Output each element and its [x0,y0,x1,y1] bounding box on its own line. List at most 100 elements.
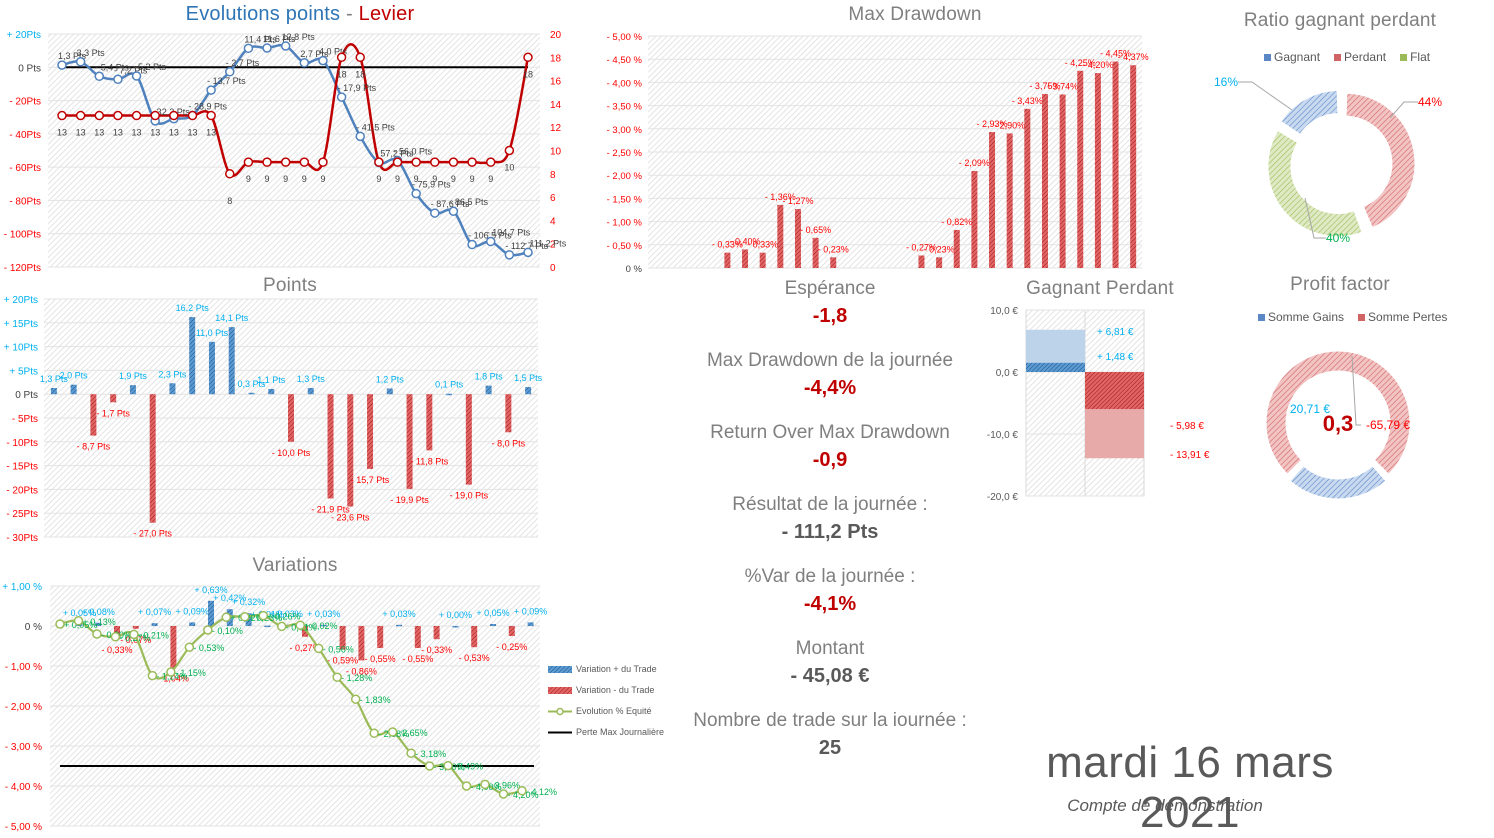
points-bar-label: - 23,6 Pts [331,513,370,523]
variation-bar-label: + 0,03% [307,609,340,619]
ratio-slice [1345,92,1416,229]
y-tick-label: + 5Pts [9,366,38,377]
max-drawdown-chart: - 5,00 % - 4,50 % - 4,00 % - 3,50 % - 3,00 %… [607,32,1149,275]
max-drawdown-title: Max Drawdown [848,4,982,25]
y-tick-label: -10,0 € [987,430,1019,441]
equity-marker [73,616,84,626]
levier-data-label: 9 [302,174,307,184]
drawdown-bar [936,257,943,268]
points-bar [149,394,156,523]
equity-data-label: + 0,02% [304,621,337,631]
equity-data-label: - 1,15% [175,668,206,678]
variation-bar [170,626,177,668]
leader-line [1351,355,1361,426]
y-tick-label: - 20Pts [6,485,38,496]
points-bar-label: 0,1 Pts [435,380,464,390]
profit-factor-value: 0,3 [1323,411,1354,436]
points-bar [465,394,472,485]
points-bar [129,385,136,395]
variation-bar-label: + 0,03% [270,609,303,619]
levier-marker [280,157,291,167]
points-bar-label: 1,8 Pts [475,372,504,382]
drawdown-bar-label: - 4,20% [1082,60,1113,70]
drawdown-bar [830,257,837,268]
variation-bar [396,624,402,627]
drawdown-bar-label: - 3,74% [1047,81,1078,91]
legend-variation-minus: Variation - du Trade [548,685,664,695]
equity-data-label: + 0,13% [82,617,115,627]
levier-data-label: 8 [227,196,232,206]
levier-data-label: 13 [206,128,216,138]
points-bar [386,388,393,395]
legend-label: Variation + du Trade [576,664,657,674]
y-tick-label: -20,0 € [987,492,1019,503]
equity-marker [221,612,232,622]
points-data-label: 11,6 Pts [263,34,296,44]
points-bar-label: 0,3 Pts [237,379,266,389]
points-data-label: - 2,7 Pts [226,58,260,68]
y-tick-label: - 25Pts [6,509,38,520]
equity-marker [369,728,379,738]
variation-bar-label: - 0,25% [496,642,527,652]
y-tick-label: - 2,00 % [5,702,42,713]
y-tick-label: - 1,00 % [5,662,42,673]
variations-chart: + 1,00 % 0 % - 1,00 % - 2,00 % - 3,00 % - 4,0… [2,582,557,833]
levier-marker [169,110,179,121]
equity-marker [443,760,453,771]
points-bar-label: 16,2 Pts [176,303,210,313]
points-bar-label: 1,3 Pts [297,374,326,384]
levier-marker [430,157,440,167]
drawdown-bar-label: - 4,25% [1065,58,1096,68]
variation-bar-label: - 0,33% [101,645,132,655]
equity-marker [332,672,342,682]
points-marker [318,55,328,66]
points-bar [525,387,532,395]
drawdown-bar-label: - 0,23% [818,244,849,254]
equity-data-label: + 0,26% [267,612,300,622]
points-bar-label: - 15,7 Pts [351,475,390,485]
levier-data-label: 13 [76,128,86,138]
points-bar-label: - 8,0 Pts [492,438,526,448]
variation-bar-label: - 0,55% [402,654,433,664]
profit-gains-slice [1289,465,1387,500]
gains-value-label: 20,71 € [1290,402,1330,416]
drawdown-bar [1059,94,1066,269]
evolution-chart: + 20Pts 0 Pts - 20Pts - 40Pts - 60Pts - 80Pts… [4,30,567,273]
drawdown-bar [759,252,766,268]
y-tick-label: - 15Pts [6,462,38,473]
equity-marker [258,610,269,621]
legend-perdant: Perdant [1334,50,1386,64]
equity-marker [387,727,398,737]
drawdown-bar [742,249,749,268]
variation-bar [264,625,271,628]
gagnant-perdant-title: Gagnant Perdant [1026,278,1174,299]
points-marker [243,43,254,54]
variation-bar [358,626,365,661]
leader-line [1389,101,1418,119]
points-marker [336,92,347,102]
drawdown-bar-label: - 4,37% [1118,52,1149,62]
drawdown-bar-label: - 0,40% [730,236,761,246]
levier-data-label: 13 [187,128,197,138]
drawdown-bar-label: - 0,27% [906,242,937,252]
legend-max-loss: Perte Max Journalière [548,727,664,737]
points-marker [504,250,515,260]
equity-data-label: - 1,28% [341,673,372,683]
levier-data-label: 10 [504,163,514,173]
kpi-label: Max Drawdown de la journée [706,350,954,371]
profit-factor-legend: Somme Gains Somme Pertes [1258,310,1447,324]
variation-bar [414,626,421,648]
levier-marker [504,145,515,156]
points-data-label: - 57,2 Pts [375,148,414,158]
points-bar [110,394,117,403]
levier-marker [225,169,235,179]
points-marker [262,43,272,53]
variation-bar [189,622,196,626]
points-bar-label: - 27,0 Pts [133,529,172,539]
equity-marker [295,620,305,630]
points-chart: + 20Pts + 15Pts + 10Pts + 5Pts 0 Pts - 5Pts - … [4,295,543,544]
points-bar [248,392,255,395]
account-type: Compte de démonstration [1067,796,1263,815]
kpi-value: - 45,08 € [790,665,870,687]
y2-tick-label: 10 [550,147,562,158]
